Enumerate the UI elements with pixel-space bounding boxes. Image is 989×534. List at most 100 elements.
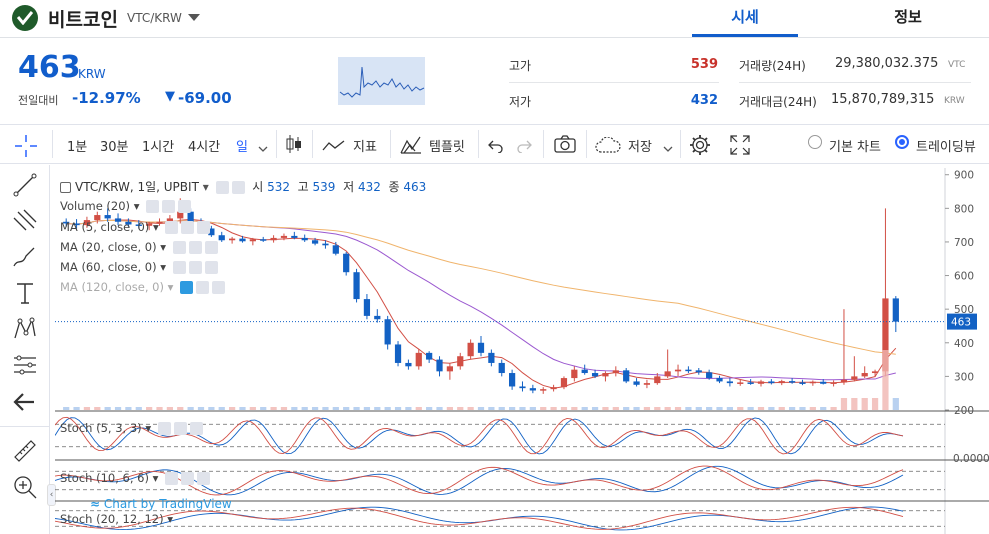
high-label: 고: [297, 180, 309, 194]
coin-name[interactable]: 비트코인: [48, 9, 118, 31]
interval-day[interactable]: 일: [236, 140, 248, 155]
tab-quote[interactable]: 시세: [692, 6, 798, 37]
volume-bar: [187, 407, 194, 410]
indicator-ma60[interactable]: MA (60, close, 0) ▾: [60, 260, 218, 274]
divider: [586, 130, 587, 158]
coin-pair[interactable]: VTC/KRW: [127, 11, 182, 25]
stochastic-panels: 0.0000: [55, 416, 989, 531]
close-icon[interactable]: [212, 281, 226, 294]
chevron-down-icon[interactable]: [258, 138, 268, 157]
cloud-icon[interactable]: [595, 136, 621, 157]
gear-icon[interactable]: [188, 261, 202, 274]
gear-icon[interactable]: [231, 181, 245, 194]
interval-1m[interactable]: 1분: [67, 140, 88, 155]
chart-legend: VTC/KRW, 1일, UPBIT ▾ 시 532 고 539 저 432 종…: [60, 178, 426, 195]
stoch-panel-2-label[interactable]: Stoch (10, 6, 6) ▾: [60, 471, 211, 485]
gear-icon[interactable]: [181, 221, 195, 234]
gear-icon[interactable]: [188, 241, 202, 254]
collapse-legend-icon[interactable]: [60, 182, 71, 193]
pattern-icon[interactable]: [12, 316, 38, 342]
close-icon[interactable]: [204, 261, 218, 274]
volume-bar: [156, 407, 163, 410]
candle-body: [778, 381, 785, 384]
eye-icon[interactable]: [165, 472, 179, 485]
template-button[interactable]: 템플릿: [429, 140, 465, 155]
close-icon[interactable]: [197, 221, 211, 234]
interval-30m[interactable]: 30분: [100, 140, 129, 155]
close-icon[interactable]: [189, 422, 203, 435]
save-button[interactable]: 저장: [628, 140, 652, 155]
indicator-volume[interactable]: Volume (20) ▾: [60, 199, 192, 213]
price-axis: 900 800 700 600 500 400 300 200 463: [945, 170, 977, 417]
stoch-panel-1-label[interactable]: Stoch (5, 3, 3) ▾: [60, 421, 203, 435]
eye-icon[interactable]: [146, 200, 160, 213]
indicator-ma120[interactable]: MA (120, close, 0) ▾: [60, 280, 226, 294]
chevron-down-icon[interactable]: [188, 14, 200, 21]
volume-unit: VTC: [948, 60, 966, 70]
interval-1h[interactable]: 1시간: [142, 140, 175, 155]
candlestick-icon[interactable]: [284, 133, 304, 159]
indicator-button[interactable]: 지표: [353, 140, 377, 155]
chevron-down-icon[interactable]: ▾: [202, 180, 209, 194]
close-icon[interactable]: [197, 472, 211, 485]
zoom-in-icon[interactable]: [12, 474, 38, 500]
template-icon[interactable]: [400, 135, 422, 159]
eye-icon[interactable]: [172, 241, 186, 254]
volume-bar: [384, 407, 391, 410]
fullscreen-icon[interactable]: [730, 135, 750, 159]
volume-bar: [63, 407, 70, 410]
candle-body: [757, 381, 765, 384]
gear-icon[interactable]: [173, 422, 187, 435]
volume-bar: [83, 407, 91, 410]
chevron-down-icon[interactable]: [663, 138, 673, 157]
text-tool-icon[interactable]: [12, 280, 38, 306]
gear-icon[interactable]: [689, 134, 711, 160]
fib-tool-icon[interactable]: [12, 208, 38, 234]
back-arrow-icon[interactable]: [12, 389, 38, 415]
trend-line-icon[interactable]: [12, 172, 38, 198]
crosshair-icon[interactable]: [14, 134, 38, 158]
tradingview-label[interactable]: 트레이딩뷰: [916, 140, 976, 155]
eye-icon[interactable]: [180, 281, 194, 294]
ruler-icon[interactable]: [12, 438, 38, 464]
close-icon[interactable]: [178, 200, 192, 213]
candle-body: [612, 370, 619, 374]
volume-bar: [343, 407, 350, 410]
candle-body: [716, 378, 723, 382]
brush-icon[interactable]: [12, 244, 38, 270]
candle-body: [768, 381, 775, 384]
interval-4h[interactable]: 4시간: [188, 140, 221, 155]
indicator-icon[interactable]: [322, 138, 346, 157]
tab-info[interactable]: 정보: [894, 8, 922, 26]
camera-icon[interactable]: [554, 135, 576, 157]
indicator-ma20[interactable]: MA (20, close, 0) ▾: [60, 240, 218, 254]
gear-icon[interactable]: [162, 200, 176, 213]
candle-body: [446, 366, 453, 372]
tradingview-watermark[interactable]: ≈ Chart by TradingView: [90, 497, 232, 511]
basic-chart-radio[interactable]: [808, 135, 822, 149]
prediction-icon[interactable]: [12, 352, 38, 378]
stoch-line: [55, 416, 904, 455]
undo-icon[interactable]: [488, 138, 504, 157]
eye-icon[interactable]: [165, 221, 179, 234]
indicator-ma5[interactable]: MA (5, close, 0) ▾: [60, 220, 211, 234]
eye-icon[interactable]: [157, 422, 171, 435]
volume-bar: [197, 407, 205, 410]
close-icon[interactable]: [204, 241, 218, 254]
volume-bar: [892, 398, 899, 410]
redo-icon[interactable]: [516, 138, 532, 157]
basic-chart-label[interactable]: 기본 차트: [829, 140, 881, 155]
gear-icon[interactable]: [181, 472, 195, 485]
candle-body: [114, 218, 122, 222]
eye-icon[interactable]: [172, 261, 186, 274]
eye-icon[interactable]: [215, 181, 229, 194]
collapse-toolbar-button[interactable]: ‹: [47, 484, 56, 506]
volume-bar: [519, 407, 526, 410]
volume-bar: [633, 407, 640, 410]
stoch-panel-3-label[interactable]: Stoch (20, 12, 12) ▾: [60, 512, 174, 526]
open-value: 532: [267, 180, 291, 194]
gear-icon[interactable]: [196, 281, 210, 294]
volume-bar: [125, 407, 132, 410]
volume-bar: [612, 407, 619, 410]
tradingview-radio[interactable]: [895, 135, 909, 149]
